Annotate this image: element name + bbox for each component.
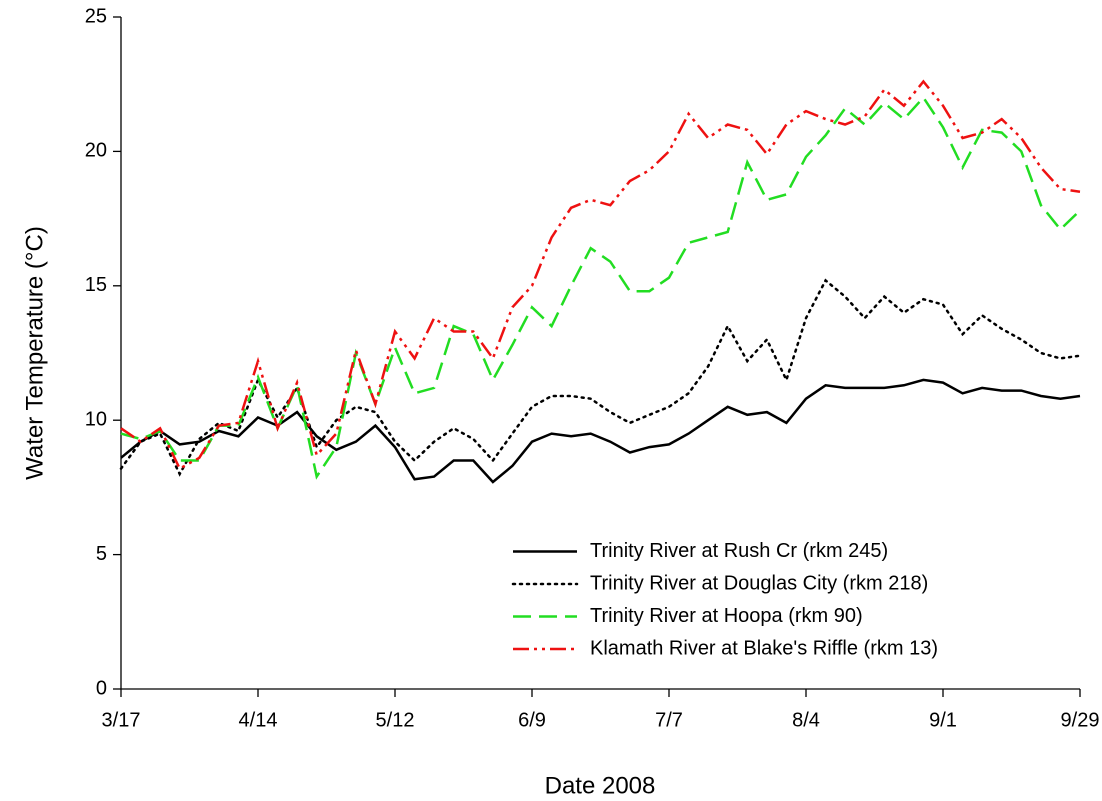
- series-line: [120, 79, 1081, 471]
- y-tick-label: 25: [85, 5, 107, 27]
- y-axis-label: Water Temperature (°C): [21, 226, 48, 480]
- x-tick-label: 9/29: [1061, 709, 1100, 731]
- y-tick-label: 0: [96, 677, 107, 699]
- x-tick-label: 3/17: [102, 709, 141, 731]
- legend-label: Trinity River at Rush Cr (rkm 245): [590, 540, 888, 562]
- series-line: [120, 95, 1081, 480]
- x-tick-label: 5/12: [376, 709, 415, 731]
- x-tick-label: 4/14: [239, 709, 278, 731]
- y-tick-label: 15: [85, 274, 107, 296]
- legend-label: Trinity River at Douglas City (rkm 218): [590, 572, 928, 594]
- y-tick-label: 20: [85, 140, 107, 162]
- legend-label: Klamath River at Blake's Riffle (rkm 13): [590, 637, 938, 659]
- legend-label: Trinity River at Hoopa (rkm 90): [590, 605, 863, 627]
- series-line: [120, 378, 1081, 484]
- y-tick-label: 10: [85, 408, 107, 430]
- x-tick-label: 7/7: [655, 709, 683, 731]
- x-tick-label: 9/1: [929, 709, 957, 731]
- x-tick-label: 6/9: [518, 709, 546, 731]
- y-tick-label: 5: [96, 543, 107, 565]
- x-tick-label: 8/4: [792, 709, 820, 731]
- series-line: [119, 278, 1082, 477]
- x-axis-label: Date 2008: [545, 772, 656, 799]
